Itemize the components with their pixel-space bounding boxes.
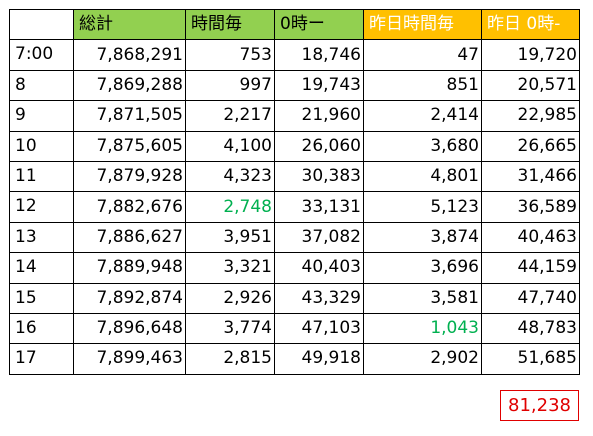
table-row: 9 7,871,505 2,217 21,960 2,414 22,985 <box>9 100 580 132</box>
yesterday-hourly-cell[interactable]: 3,680 <box>363 130 482 162</box>
table-row: 12 7,882,676 2,748 33,131 5,123 36,589 <box>9 191 580 223</box>
yesterday-since-midnight-cell[interactable]: 36,589 <box>481 191 580 223</box>
hourly-cell[interactable]: 4,323 <box>185 160 275 193</box>
table-row: 7:00 7,868,291 753 18,746 47 19,720 <box>9 39 580 71</box>
time-cell[interactable]: 17 <box>9 343 74 375</box>
yesterday-hourly-cell[interactable]: 2,414 <box>363 100 482 132</box>
since-midnight-cell[interactable]: 21,960 <box>274 100 364 132</box>
total-cell[interactable]: 7,896,648 <box>73 312 186 345</box>
yesterday-hourly-cell[interactable]: 4,801 <box>363 160 482 193</box>
since-midnight-cell[interactable]: 18,746 <box>274 39 364 71</box>
red-total-box[interactable]: 81,238 <box>500 390 579 421</box>
since-midnight-cell[interactable]: 49,918 <box>274 343 364 375</box>
hourly-cell[interactable]: 2,815 <box>185 343 275 375</box>
since-midnight-cell[interactable]: 26,060 <box>274 130 364 162</box>
header-since-midnight[interactable]: 0時ー <box>274 8 364 41</box>
table-row: 14 7,889,948 3,321 40,403 3,696 44,159 <box>9 252 580 284</box>
since-midnight-cell[interactable]: 30,383 <box>274 160 364 193</box>
table-row: 8 7,869,288 997 19,743 851 20,571 <box>9 69 580 102</box>
yesterday-hourly-cell[interactable]: 1,043 <box>363 312 482 345</box>
time-cell[interactable]: 13 <box>9 221 74 254</box>
yesterday-since-midnight-cell[interactable]: 40,463 <box>481 221 580 254</box>
total-cell[interactable]: 7,899,463 <box>73 343 186 375</box>
hourly-cell[interactable]: 3,774 <box>185 312 275 345</box>
total-cell[interactable]: 7,882,676 <box>73 191 186 223</box>
yesterday-hourly-cell[interactable]: 3,874 <box>363 221 482 254</box>
hourly-cell[interactable]: 2,748 <box>185 191 275 223</box>
total-cell[interactable]: 7,879,928 <box>73 160 186 193</box>
header-row: 総計 時間毎 0時ー 昨日時間毎 昨日 0時- <box>9 8 580 41</box>
yesterday-since-midnight-cell[interactable]: 26,665 <box>481 130 580 162</box>
hourly-cell[interactable]: 3,321 <box>185 252 275 284</box>
total-cell[interactable]: 7,886,627 <box>73 221 186 254</box>
hourly-count-table: 総計 時間毎 0時ー 昨日時間毎 昨日 0時- 7:00 7,868,291 753… <box>9 8 580 375</box>
time-cell[interactable]: 14 <box>9 252 74 284</box>
since-midnight-cell[interactable]: 37,082 <box>274 221 364 254</box>
table-row: 16 7,896,648 3,774 47,103 1,043 48,783 <box>9 312 580 345</box>
time-cell[interactable]: 12 <box>9 191 74 223</box>
total-cell[interactable]: 7,889,948 <box>73 252 186 284</box>
hourly-cell[interactable]: 997 <box>185 69 275 102</box>
yesterday-since-midnight-cell[interactable]: 47,740 <box>481 282 580 314</box>
table-row: 10 7,875,605 4,100 26,060 3,680 26,665 <box>9 130 580 162</box>
since-midnight-cell[interactable]: 43,329 <box>274 282 364 314</box>
since-midnight-cell[interactable]: 40,403 <box>274 252 364 284</box>
header-hourly[interactable]: 時間毎 <box>185 8 275 41</box>
time-cell[interactable]: 7:00 <box>9 39 74 71</box>
time-cell[interactable]: 10 <box>9 130 74 162</box>
total-cell[interactable]: 7,892,874 <box>73 282 186 314</box>
total-cell[interactable]: 7,869,288 <box>73 69 186 102</box>
yesterday-since-midnight-cell[interactable]: 51,685 <box>481 343 580 375</box>
time-cell[interactable]: 11 <box>9 160 74 193</box>
hourly-cell[interactable]: 2,926 <box>185 282 275 314</box>
yesterday-hourly-cell[interactable]: 3,581 <box>363 282 482 314</box>
table-row: 13 7,886,627 3,951 37,082 3,874 40,463 <box>9 221 580 254</box>
total-cell[interactable]: 7,868,291 <box>73 39 186 71</box>
since-midnight-cell[interactable]: 47,103 <box>274 312 364 345</box>
since-midnight-cell[interactable]: 19,743 <box>274 69 364 102</box>
yesterday-since-midnight-cell[interactable]: 19,720 <box>481 39 580 71</box>
time-cell[interactable]: 15 <box>9 282 74 314</box>
yesterday-since-midnight-cell[interactable]: 44,159 <box>481 252 580 284</box>
yesterday-since-midnight-cell[interactable]: 31,466 <box>481 160 580 193</box>
hourly-cell[interactable]: 753 <box>185 39 275 71</box>
yesterday-since-midnight-cell[interactable]: 22,985 <box>481 100 580 132</box>
yesterday-hourly-cell[interactable]: 3,696 <box>363 252 482 284</box>
table-row: 15 7,892,874 2,926 43,329 3,581 47,740 <box>9 282 580 314</box>
yesterday-since-midnight-cell[interactable]: 48,783 <box>481 312 580 345</box>
time-cell[interactable]: 9 <box>9 100 74 132</box>
hourly-cell[interactable]: 4,100 <box>185 130 275 162</box>
hourly-cell[interactable]: 2,217 <box>185 100 275 132</box>
yesterday-hourly-cell[interactable]: 851 <box>363 69 482 102</box>
time-cell[interactable]: 16 <box>9 312 74 345</box>
yesterday-hourly-cell[interactable]: 5,123 <box>363 191 482 223</box>
since-midnight-cell[interactable]: 33,131 <box>274 191 364 223</box>
time-cell[interactable]: 8 <box>9 69 74 102</box>
header-yesterday-since-midnight[interactable]: 昨日 0時- <box>481 8 580 41</box>
table-body: 総計 時間毎 0時ー 昨日時間毎 昨日 0時- 7:00 7,868,291 753… <box>9 8 580 375</box>
total-cell[interactable]: 7,875,605 <box>73 130 186 162</box>
header-corner-cell[interactable] <box>9 8 74 41</box>
yesterday-hourly-cell[interactable]: 2,902 <box>363 343 482 375</box>
table-row: 17 7,899,463 2,815 49,918 2,902 51,685 <box>9 343 580 375</box>
header-total[interactable]: 総計 <box>73 8 186 41</box>
yesterday-hourly-cell[interactable]: 47 <box>363 39 482 71</box>
yesterday-since-midnight-cell[interactable]: 20,571 <box>481 69 580 102</box>
hourly-cell[interactable]: 3,951 <box>185 221 275 254</box>
table-row: 11 7,879,928 4,323 30,383 4,801 31,466 <box>9 160 580 193</box>
total-cell[interactable]: 7,871,505 <box>73 100 186 132</box>
header-yesterday-hourly[interactable]: 昨日時間毎 <box>363 8 482 41</box>
